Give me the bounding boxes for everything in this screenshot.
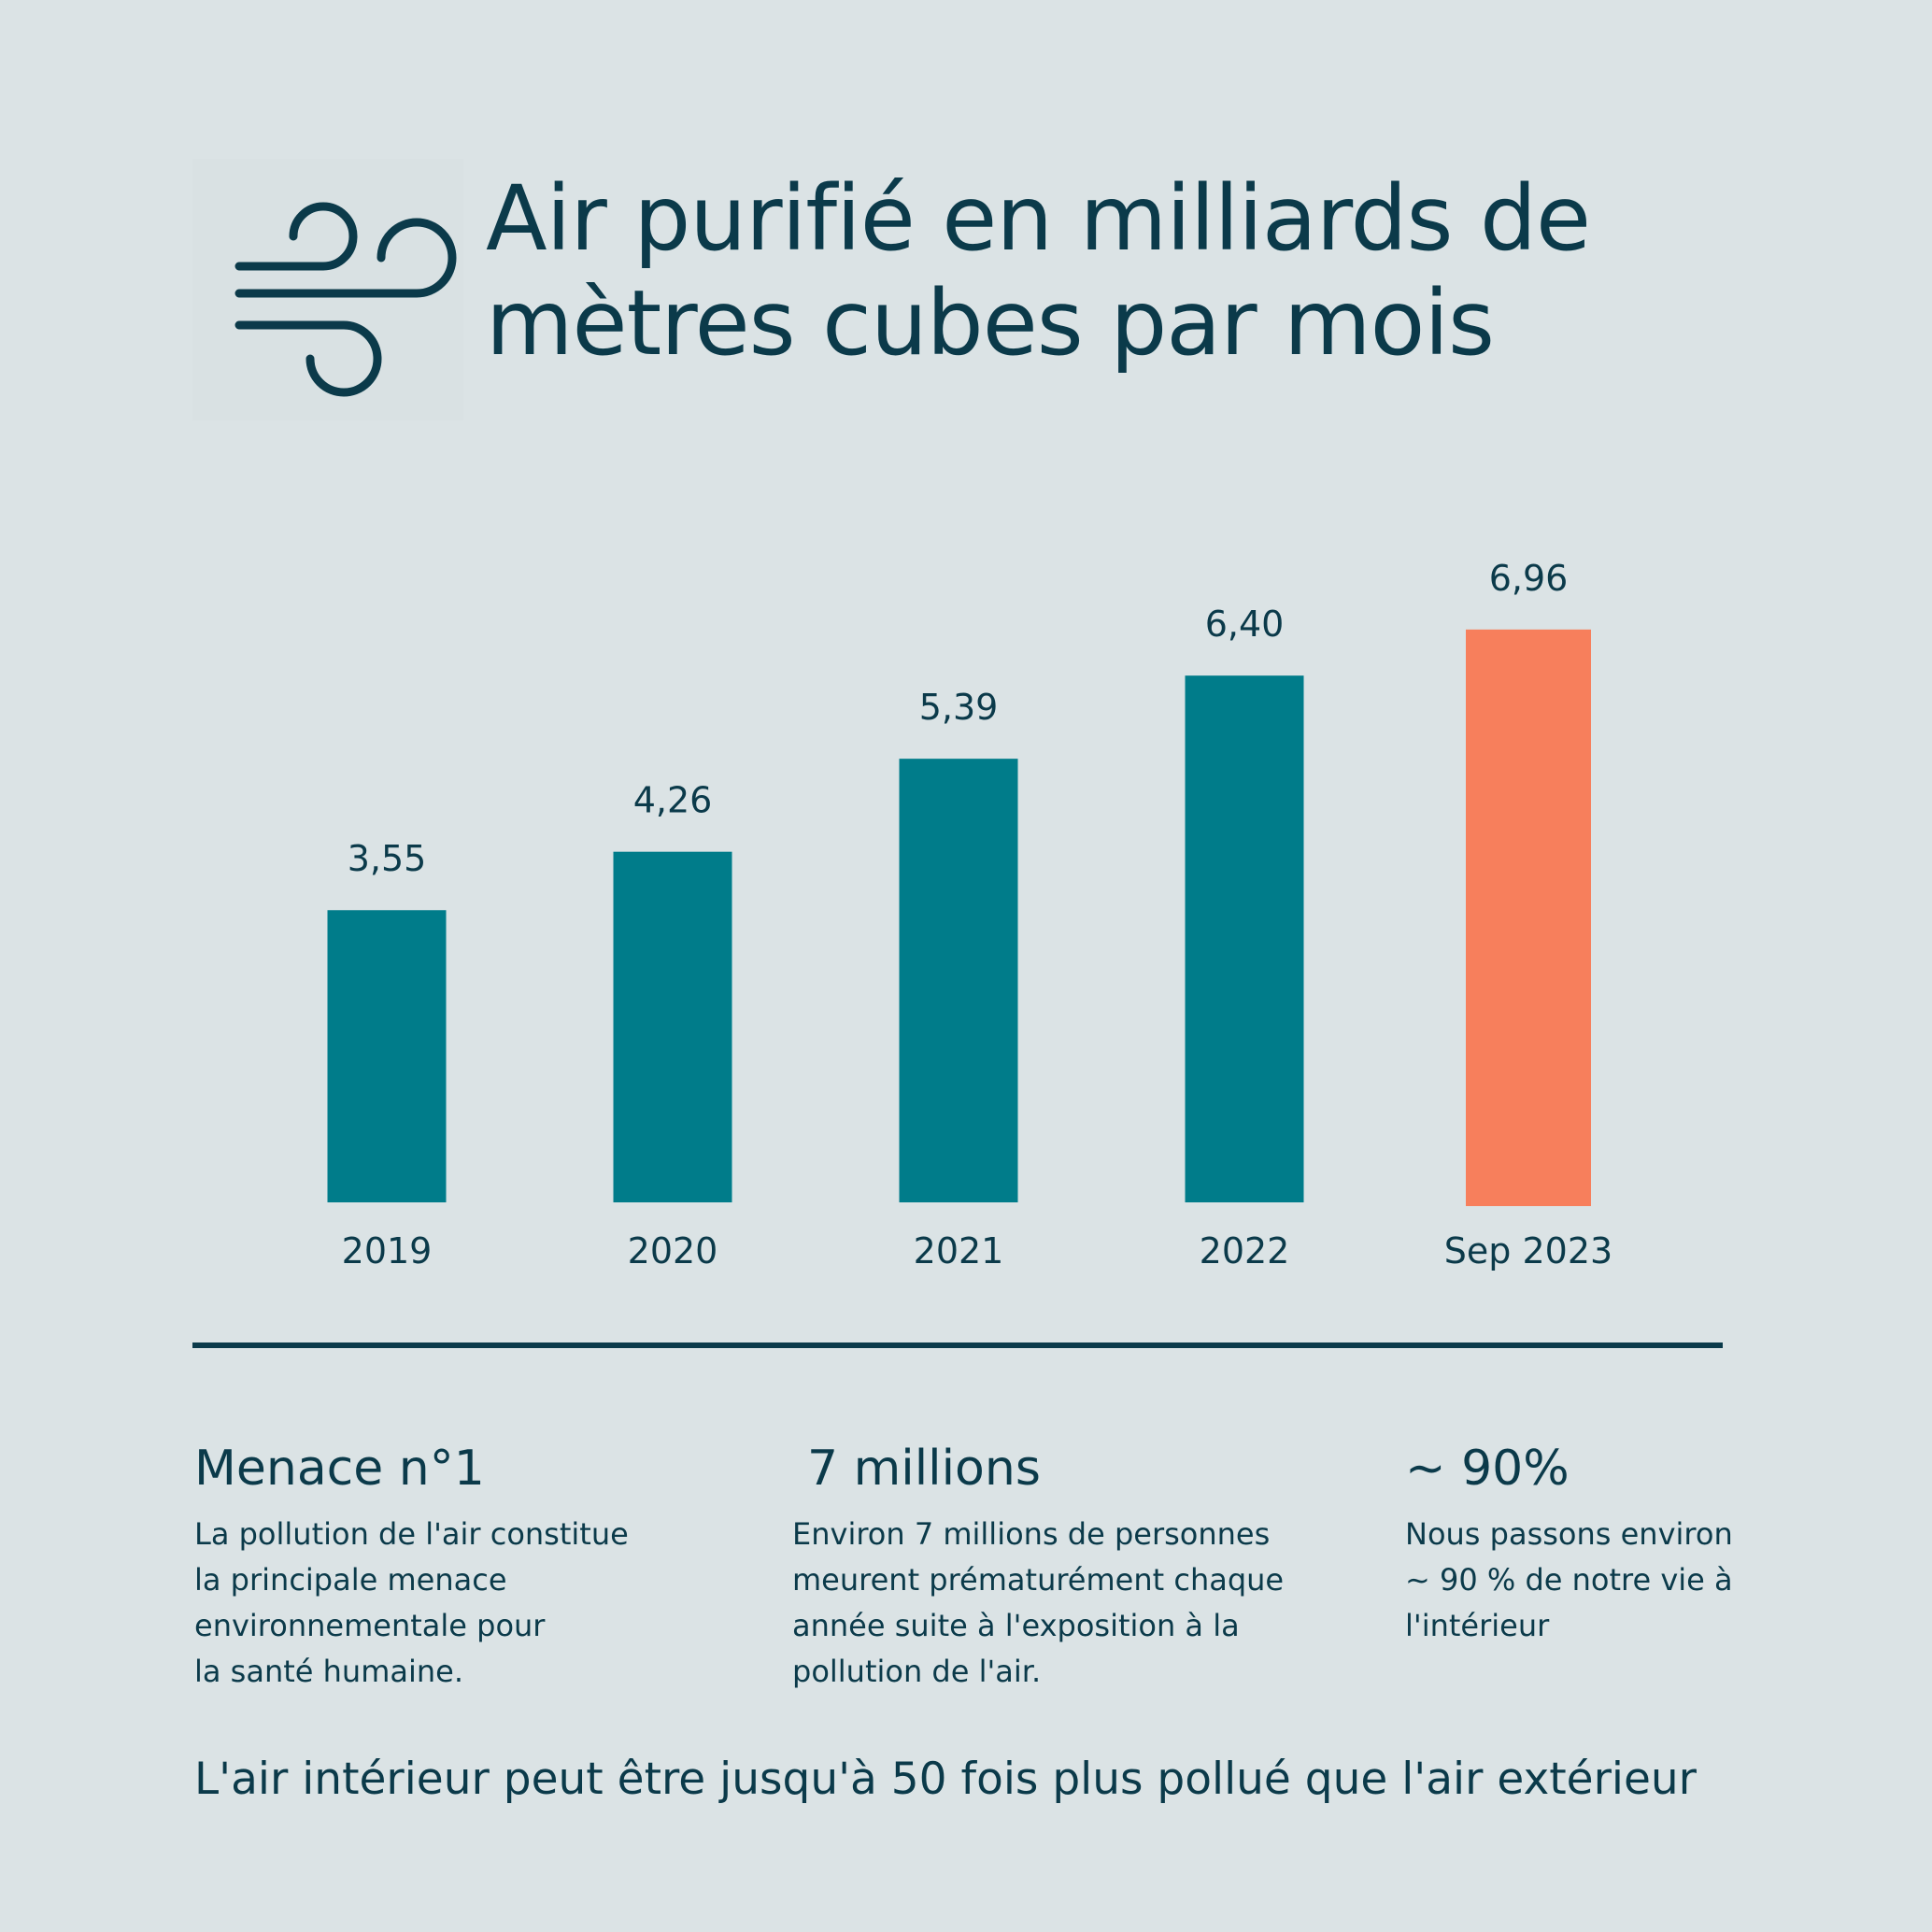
bar-value-label: 5,39 [919, 687, 999, 728]
bar-value-label: 4,26 [633, 780, 713, 821]
x-tick-label: 2020 [628, 1230, 718, 1271]
stat-text-line: meurent prématurément chaque [792, 1562, 1285, 1598]
bar-value-label: 6,40 [1205, 604, 1285, 645]
stat-text-line: ~ 90 % de notre vie à [1405, 1562, 1733, 1598]
stat-indoor-time: ~ 90% Nous passons environ ~ 90 % de not… [1405, 1439, 1733, 1649]
stat-text-line: pollution de l'air. [792, 1654, 1042, 1689]
chart-title: Air purifié en milliards de mètres cubes… [486, 166, 1840, 376]
stat-description: La pollution de l'air constitue la princ… [194, 1512, 629, 1695]
x-tick-label: 2021 [914, 1230, 1004, 1271]
stat-text-line: année suite à l'exposition à la [792, 1608, 1240, 1643]
stat-deaths: 7 millions Environ 7 millions de personn… [792, 1439, 1284, 1695]
stat-text-line: La pollution de l'air constitue [194, 1516, 629, 1552]
stat-text-line: Nous passons environ [1405, 1516, 1733, 1552]
bar-sep-2023 [1466, 629, 1591, 1206]
bar-value-label: 6,96 [1489, 558, 1569, 599]
x-tick-label: 2022 [1200, 1230, 1290, 1271]
bar-chart: 3,55 2019 4,26 2020 5,39 2021 6,40 2022 6,96 Sep … [327, 558, 1612, 1271]
x-tick-label: 2019 [342, 1230, 433, 1271]
bar-2022 [1185, 675, 1304, 1202]
chart-title-line-2: mètres cubes par mois [486, 271, 1495, 376]
stat-description: Environ 7 millions de personnes meurent … [792, 1512, 1284, 1695]
stat-value: Menace n°1 [194, 1441, 485, 1497]
bar-2019 [327, 910, 447, 1202]
chart-title-line-1: Air purifié en milliards de [486, 166, 1591, 271]
stat-text-line: l'intérieur [1405, 1608, 1550, 1643]
bar-2020 [613, 851, 732, 1202]
stat-value: 7 millions [807, 1441, 1041, 1497]
stat-value: ~ 90% [1405, 1441, 1570, 1497]
stat-text-line: Environ 7 millions de personnes [792, 1516, 1271, 1552]
stat-threat: Menace n°1 La pollution de l'air constit… [194, 1439, 629, 1695]
x-tick-label: Sep 2023 [1444, 1230, 1612, 1271]
stat-text-line: environnementale pour [194, 1608, 546, 1643]
section-divider [192, 1342, 1723, 1348]
stat-text-line: la santé humaine. [194, 1654, 464, 1689]
stat-description: Nous passons environ ~ 90 % de notre vie… [1405, 1512, 1733, 1649]
wind-icon [192, 159, 463, 420]
stat-text-line: la principale menace [194, 1562, 507, 1598]
bar-2021 [899, 759, 1018, 1202]
footer-note: L'air intérieur peut être jusqu'à 50 foi… [194, 1754, 1698, 1805]
bar-value-label: 3,55 [348, 838, 427, 879]
